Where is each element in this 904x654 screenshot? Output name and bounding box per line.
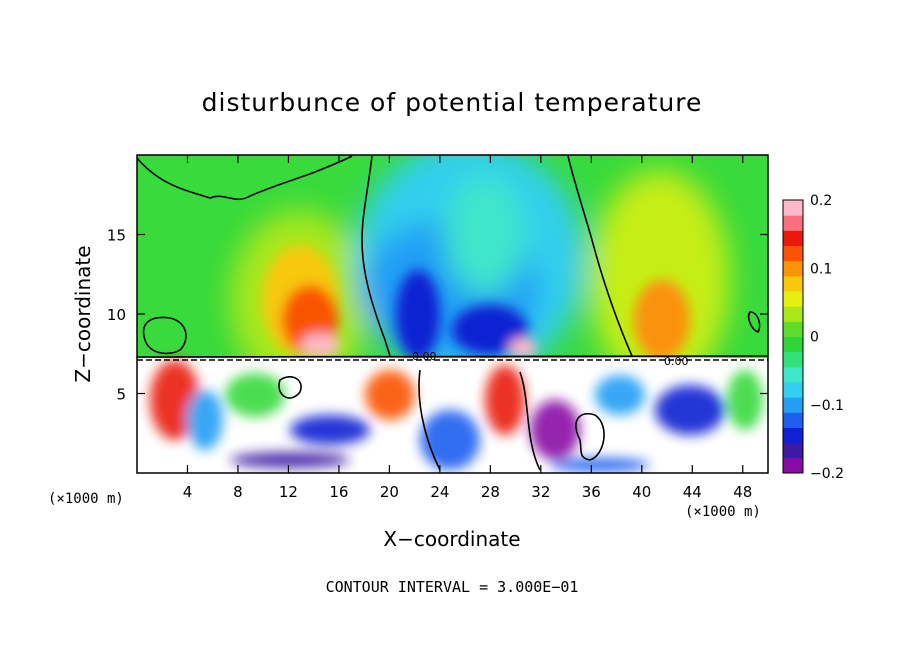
colorbar-tick-label: 0.2 bbox=[810, 193, 832, 209]
colorbar-swatch bbox=[783, 215, 803, 231]
colorbar-swatch bbox=[783, 351, 803, 368]
colorbar-swatch bbox=[783, 336, 803, 353]
y-tick-label: 15 bbox=[107, 227, 126, 245]
colorbar: 0.2 0.1 0 −0.1 −0.2 bbox=[782, 193, 844, 482]
colorbar-tick-label: 0.1 bbox=[810, 261, 832, 277]
x-tick-label: 24 bbox=[430, 483, 449, 501]
colorbar-swatch bbox=[783, 397, 803, 413]
colorbar-swatch bbox=[783, 427, 803, 444]
heatmap-field: 0.00 0.00 bbox=[137, 155, 768, 473]
colorbar-tick-label: 0 bbox=[810, 330, 819, 346]
colorbar-swatch bbox=[783, 366, 803, 383]
colorbar-swatch bbox=[783, 260, 803, 277]
colorbar-swatch bbox=[783, 321, 803, 337]
colorbar-swatch bbox=[783, 442, 803, 459]
y-tick-label: 10 bbox=[107, 306, 126, 324]
y-tick-label: 5 bbox=[116, 386, 126, 404]
colorbar-tick-label: −0.2 bbox=[810, 466, 844, 482]
x-unit-label-left: (×1000 m) bbox=[48, 491, 124, 507]
colorbar-frame bbox=[782, 199, 804, 474]
colorbar-swatch bbox=[783, 306, 803, 322]
colorbar-swatch bbox=[783, 230, 803, 246]
x-unit-label-right: (×1000 m) bbox=[685, 504, 761, 520]
colorbar-tick-label: −0.1 bbox=[810, 398, 844, 414]
colorbar-swatch bbox=[783, 412, 803, 428]
x-axis-label: X−coordinate bbox=[383, 527, 520, 551]
colorbar-swatch bbox=[783, 291, 803, 307]
x-tick-label: 4 bbox=[183, 483, 193, 501]
contour-interval-note: CONTOUR INTERVAL = 3.000E−01 bbox=[326, 578, 579, 596]
y-axis: 5 10 15 bbox=[107, 227, 768, 404]
chart-title: disturbunce of potential temperature bbox=[202, 88, 703, 117]
colorbar-swatch bbox=[783, 200, 803, 216]
y-axis-label: Z−coordinate bbox=[71, 245, 95, 382]
x-tick-label: 48 bbox=[733, 483, 752, 501]
colorbar-swatch bbox=[783, 245, 803, 262]
x-tick-label: 12 bbox=[279, 483, 298, 501]
contour-label: 0.00 bbox=[664, 355, 689, 368]
x-tick-label: 40 bbox=[632, 483, 651, 501]
colorbar-swatch bbox=[783, 457, 803, 474]
contour-label: 0.00 bbox=[412, 350, 437, 363]
x-tick-label: 36 bbox=[582, 483, 601, 501]
colorbar-swatch bbox=[783, 382, 803, 398]
x-tick-label: 32 bbox=[531, 483, 550, 501]
colorbar-swatch bbox=[783, 275, 803, 292]
x-axis: 4 8 12 16 20 24 28 32 36 40 44 48 bbox=[183, 155, 752, 501]
x-tick-label: 16 bbox=[329, 483, 348, 501]
x-tick-label: 8 bbox=[233, 483, 243, 501]
x-tick-label: 44 bbox=[683, 483, 702, 501]
x-tick-label: 28 bbox=[481, 483, 500, 501]
x-tick-label: 20 bbox=[380, 483, 399, 501]
